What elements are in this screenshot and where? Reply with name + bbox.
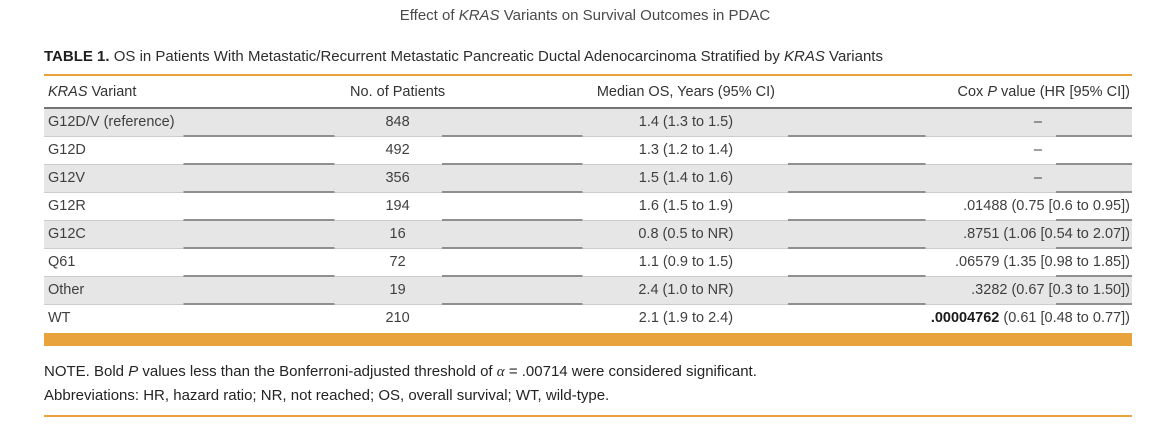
table-header-row: KRAS Variant No. of Patients Median OS, … [44, 76, 1132, 109]
table-row: Other 19 2.4 (1.0 to NR) .3282 (0.67 [0.… [44, 277, 1132, 305]
table-row: G12V 356 1.5 (1.4 to 1.6) – [44, 165, 1132, 193]
table-bottom-bar [44, 333, 1132, 346]
table-row: G12C 16 0.8 (0.5 to NR) .8751 (1.06 [0.5… [44, 221, 1132, 249]
table-row: G12R 194 1.6 (1.5 to 1.9) .01488 (0.75 [… [44, 193, 1132, 221]
header-kras-variant: KRAS Variant [48, 84, 137, 100]
cell-variant: Other [48, 282, 85, 298]
cell-patients: 19 [389, 282, 406, 298]
cell-patients: 210 [385, 310, 410, 326]
cell-variant: G12V [48, 170, 86, 186]
table-row: G12D 492 1.3 (1.2 to 1.4) – [44, 137, 1132, 165]
cell-cox-p: .01488 (0.75 [0.6 to 0.95]) [963, 198, 1130, 214]
header-no-of-patients: No. of Patients [350, 84, 446, 100]
cell-variant: G12R [48, 198, 86, 214]
header-median-os: Median OS, Years (95% CI) [596, 84, 775, 100]
cell-variant: WT [48, 310, 71, 326]
cell-median-os: 2.4 (1.0 to NR) [638, 282, 734, 298]
table-caption-text-2: Variants [824, 48, 883, 65]
cell-median-os: 0.8 (0.5 to NR) [638, 226, 734, 242]
header-cox-p-value: Cox P value (HR [95% CI]) [957, 84, 1130, 100]
table-footnotes: NOTE. Bold P values less than the Bonfer… [44, 360, 1132, 407]
cell-cox-p: – [1033, 170, 1042, 186]
cell-median-os: 1.3 (1.2 to 1.4) [638, 142, 734, 158]
page-title-text-2: Variants on Survival Outcomes in PDAC [499, 7, 771, 24]
header-gene-italic: KRAS [48, 84, 88, 100]
table-row: G12D/V (reference) 848 1.4 (1.3 to 1.5) … [44, 109, 1132, 137]
cell-median-os: 1.4 (1.3 to 1.5) [638, 114, 734, 130]
table-row: Q61 72 1.1 (0.9 to 1.5) .06579 (1.35 [0.… [44, 249, 1132, 277]
table-caption-text: OS in Patients With Metastatic/Recurrent… [109, 48, 785, 65]
table-row: WT 210 2.1 (1.9 to 2.4) .00004762 (0.61 … [44, 305, 1132, 333]
table-caption-gene: KRAS [784, 48, 825, 65]
os-table: KRAS Variant No. of Patients Median OS, … [44, 74, 1132, 333]
cell-median-os: 1.1 (0.9 to 1.5) [638, 254, 734, 270]
cell-patients: 16 [389, 226, 406, 242]
cell-cox-p: – [1033, 142, 1042, 158]
alpha-symbol: α [496, 364, 505, 380]
cell-variant: G12D/V (reference) [48, 114, 175, 130]
cell-variant: G12D [48, 142, 86, 158]
cell-cox-p: .8751 (1.06 [0.54 to 2.07]) [963, 226, 1130, 242]
note-line: NOTE. Bold P values less than the Bonfer… [44, 363, 757, 380]
abbreviations-line: Abbreviations: HR, hazard ratio; NR, not… [44, 387, 610, 404]
cell-cox-p: – [1033, 114, 1042, 130]
table-caption: TABLE 1. OS in Patients With Metastatic/… [44, 48, 1132, 65]
cell-variant: G12C [48, 226, 86, 242]
cell-patients: 492 [385, 142, 410, 158]
cell-cox-p: .00004762 (0.61 [0.48 to 0.77]) [930, 310, 1130, 326]
cell-patients: 72 [389, 254, 406, 270]
cell-median-os: 2.1 (1.9 to 2.4) [638, 310, 734, 326]
cell-cox-p: .06579 (1.35 [0.98 to 1.85]) [955, 254, 1130, 270]
cell-patients: 356 [385, 170, 410, 186]
table-caption-label: TABLE 1. [44, 48, 110, 65]
cell-median-os: 1.6 (1.5 to 1.9) [638, 198, 734, 214]
cell-patients: 848 [385, 114, 410, 130]
page-title: Effect of KRAS Variants on Survival Outc… [0, 0, 1170, 24]
bottom-rule [44, 415, 1132, 417]
cell-variant: Q61 [48, 254, 76, 270]
cell-cox-p: .3282 (0.67 [0.3 to 1.50]) [971, 282, 1130, 298]
page-title-gene: KRAS [458, 7, 500, 24]
cell-median-os: 1.5 (1.4 to 1.6) [638, 170, 734, 186]
page-title-text: Effect of [399, 7, 459, 24]
cell-patients: 194 [385, 198, 410, 214]
